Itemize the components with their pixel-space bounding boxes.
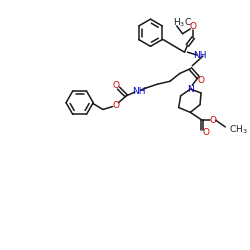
Text: NH: NH <box>193 50 207 59</box>
Text: O: O <box>190 22 197 32</box>
Text: O: O <box>112 101 119 110</box>
Text: O: O <box>198 76 204 85</box>
Text: N: N <box>187 84 194 94</box>
Text: H$_3$C: H$_3$C <box>173 17 192 29</box>
Text: O: O <box>112 81 119 90</box>
Text: CH$_3$: CH$_3$ <box>229 124 248 136</box>
Text: O: O <box>209 116 216 125</box>
Text: O: O <box>202 128 209 137</box>
Text: NH: NH <box>132 86 145 96</box>
